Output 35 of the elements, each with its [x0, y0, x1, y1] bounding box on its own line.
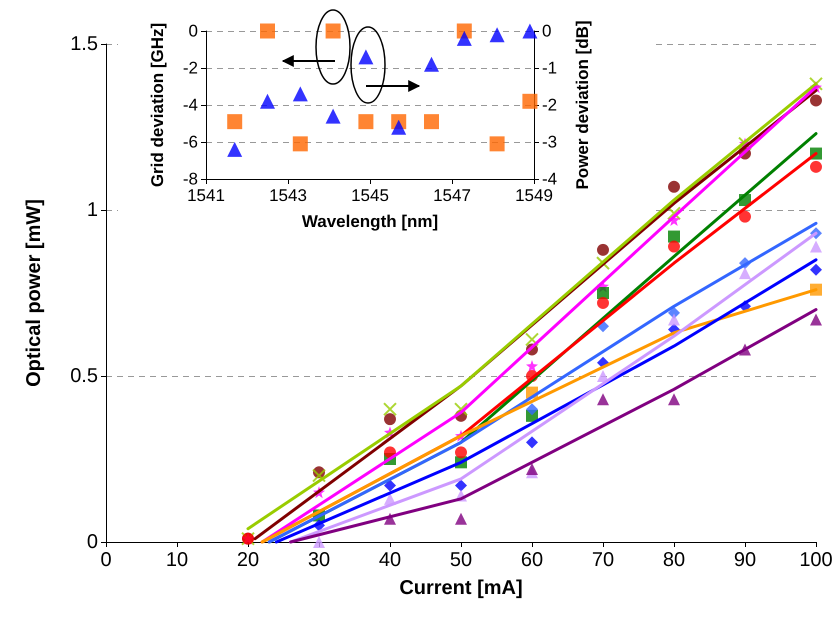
x-tick-label: 20 [236, 549, 260, 571]
x-tick-label: 10 [166, 549, 188, 571]
x-tick-label: 40 [378, 549, 402, 571]
y-tick-label: 1 [86, 199, 98, 221]
x-tick-label: 80 [662, 549, 686, 571]
x-tick-label: 100 [799, 549, 833, 571]
y-tick-label: -2 [182, 58, 198, 78]
x-tick-label: 1541 [187, 186, 225, 205]
y2-axis-title: Power deviation [dB] [573, 20, 592, 190]
y-tick-label: 1.5 [70, 33, 98, 55]
y-tick-label: 0 [188, 22, 198, 40]
y2-tick-label: -2 [542, 96, 558, 114]
x-tick-label: 90 [734, 549, 756, 571]
x-tick-label: 1549 [515, 186, 553, 205]
x-tick-label: 1543 [269, 186, 307, 205]
y2-tick-label: -1 [542, 58, 558, 78]
x-tick-label: 50 [450, 549, 472, 571]
y-tick-label: 0.5 [70, 365, 98, 387]
y-axis-title: Grid deviation [GHz] [148, 22, 167, 188]
x-tick-label: 0 [100, 549, 112, 571]
x-tick-label: 70 [592, 549, 614, 571]
y-tick-label: -4 [182, 96, 198, 114]
x-tick-label: 1545 [351, 186, 389, 205]
y-tick-label: -6 [182, 132, 198, 152]
y-tick-label: 0 [86, 531, 98, 553]
x-tick-label: 1547 [433, 186, 471, 205]
y2-tick-label: -4 [542, 170, 558, 188]
x-tick-label: 30 [308, 549, 330, 571]
x-axis-title: Wavelength [nm] [302, 212, 438, 231]
x-tick-label: 60 [520, 549, 544, 571]
x-axis-title: Current [mA] [399, 577, 523, 599]
y-tick-label: -8 [182, 170, 198, 188]
y2-tick-label: 0 [542, 22, 552, 40]
y2-tick-label: -3 [542, 132, 558, 152]
y-axis-title: Optical power [mW] [23, 199, 45, 387]
